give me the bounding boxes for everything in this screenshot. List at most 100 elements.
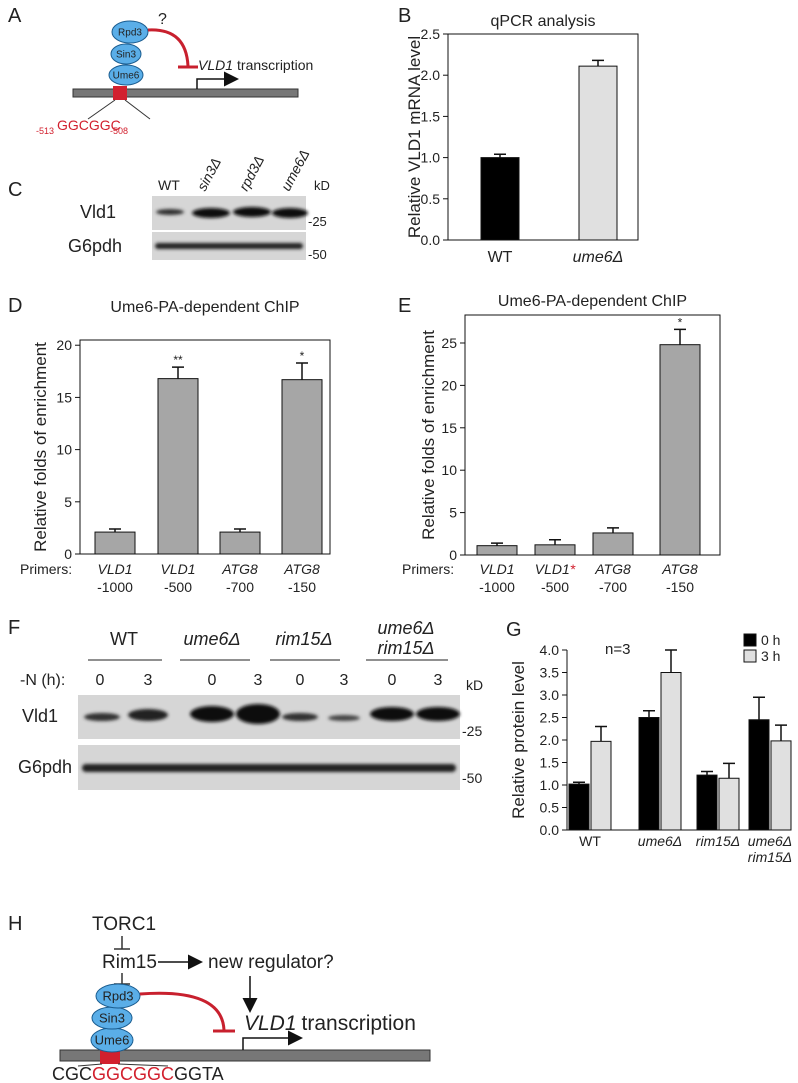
transcription-label: VLD1 transcription <box>198 57 313 73</box>
row-label: G6pdh <box>68 236 122 256</box>
error-bar <box>494 153 506 158</box>
x-tick-label: WT <box>488 249 513 266</box>
connector <box>124 99 151 120</box>
protein-label: Ume6 <box>95 1032 130 1047</box>
row-label: Vld1 <box>80 202 116 222</box>
protein-label: Sin3 <box>99 1010 125 1025</box>
group-label: rim15Δ <box>377 638 434 658</box>
diagram-a: -513 GGCGGC -508 Rpd3 Sin3 Ume6 ? VLD1 tr… <box>36 11 313 136</box>
gene: VLD1 <box>198 57 233 73</box>
chart-title: Ume6-PA-dependent ChIP <box>110 299 299 316</box>
chart-title: qPCR analysis <box>491 13 596 30</box>
lane-label: sin3Δ <box>194 155 225 193</box>
protein <box>111 20 149 44</box>
legend-swatch <box>743 649 757 663</box>
y-tick-label: 0.0 <box>540 822 560 838</box>
error-bar <box>234 528 246 533</box>
bar <box>480 157 520 241</box>
marker: -25 <box>308 214 327 229</box>
x-tick-label: ume6Δ <box>573 249 624 266</box>
error-bar <box>592 59 604 67</box>
x-tick-label: -700 <box>226 579 254 595</box>
y-tick-label: 4.0 <box>540 642 560 658</box>
error-bar <box>549 538 561 545</box>
row-label: Vld1 <box>22 706 58 726</box>
legend-label: 0 h <box>761 632 780 648</box>
band <box>190 706 234 722</box>
primers-label: Primers: <box>402 561 454 577</box>
protein-label: Rpd3 <box>118 28 142 39</box>
band <box>84 713 120 721</box>
error-bar <box>701 770 713 776</box>
bar <box>770 740 792 831</box>
y-tick-label: 1.5 <box>540 755 560 771</box>
sequence-part: CGC <box>52 1064 92 1083</box>
error-bar <box>595 725 607 742</box>
band <box>282 713 318 721</box>
plot-frame <box>447 33 639 241</box>
label-star: * <box>570 561 576 577</box>
band <box>192 208 230 218</box>
bar <box>748 719 770 831</box>
band <box>328 715 360 721</box>
panel-label: C <box>8 179 22 201</box>
y-tick-label: 15 <box>56 389 72 405</box>
x-tick-label: -150 <box>288 579 316 595</box>
significance: * <box>300 349 305 363</box>
error-bar <box>109 528 121 533</box>
y-tick-label: 2.0 <box>540 732 560 748</box>
y-axis-label: Relative protein level <box>509 661 528 819</box>
bar <box>568 783 590 831</box>
panel-label: G <box>506 619 522 641</box>
band <box>236 704 280 724</box>
time: 0 <box>96 672 105 689</box>
dna <box>59 1049 431 1062</box>
bar <box>638 717 660 831</box>
bar <box>592 532 634 556</box>
connector <box>117 1063 169 1067</box>
band <box>272 208 308 218</box>
bar <box>219 531 261 555</box>
panel-label: F <box>8 617 20 639</box>
x-tick-label: -150 <box>666 579 694 595</box>
connector <box>77 1063 103 1067</box>
y-tick-label: 1.5 <box>421 108 441 124</box>
repression-arc <box>147 28 190 67</box>
x-tick-label: ume6Δ <box>748 833 792 849</box>
tss-arrow <box>196 71 239 89</box>
chart-title: Ume6-PA-dependent ChIP <box>498 293 687 310</box>
kd-label: kD <box>314 178 330 193</box>
protein-label: Ume6 <box>113 71 140 82</box>
dna <box>72 88 299 98</box>
group-label: ume6Δ <box>377 618 434 638</box>
bar <box>476 545 518 556</box>
y-tick-label: 0 <box>449 547 457 563</box>
transcription-label: VLD1 transcription <box>244 1012 416 1035</box>
error-bar <box>172 366 184 379</box>
y-tick-label: 15 <box>441 420 457 436</box>
x-tick-label: ATG8 <box>283 561 320 577</box>
x-tick-label: ume6Δ <box>638 833 682 849</box>
time: 3 <box>340 672 349 689</box>
lane-label: WT <box>158 177 180 193</box>
transcription: transcription <box>237 57 313 73</box>
diagram-h: TORC1 Rim15 new regulator? Rpd3 Sin3 Ume… <box>52 914 431 1083</box>
error-bar <box>665 649 677 673</box>
row-label: G6pdh <box>18 757 72 777</box>
protein <box>108 64 144 86</box>
protein <box>110 43 142 65</box>
y-axis-label: Relative VLD1 mRNA level <box>405 36 424 238</box>
y-tick-label: 0.5 <box>540 800 560 816</box>
y-axis-label: Relative folds of enrichment <box>31 342 50 552</box>
x-tick-label: -500 <box>541 579 569 595</box>
band <box>416 707 460 721</box>
band <box>128 709 168 721</box>
tss-arrow <box>242 1030 303 1050</box>
group-label: ume6Δ <box>183 629 240 649</box>
motif-box <box>113 86 127 100</box>
gene: VLD1 <box>244 1012 297 1035</box>
time-label: -N (h): <box>20 672 65 689</box>
x-tick-label: VLD1 <box>160 561 195 577</box>
x-tick-label: ATG8 <box>221 561 258 577</box>
